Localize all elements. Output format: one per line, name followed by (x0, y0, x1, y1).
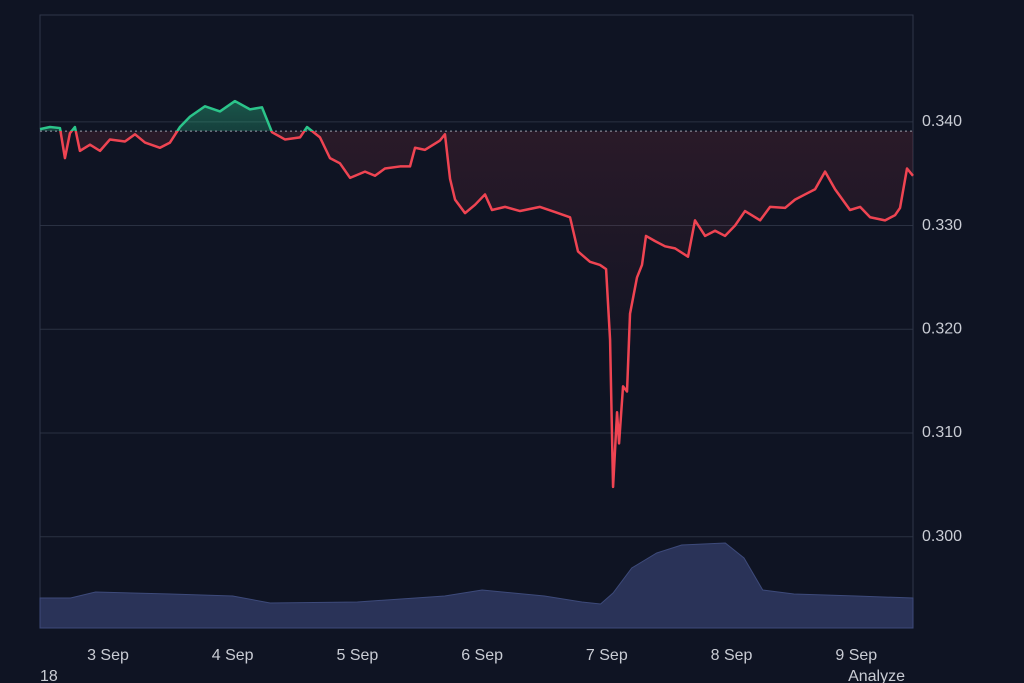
price-line (39, 99, 914, 489)
plot-frame (39, 14, 914, 628)
y-tick-label: 0.320 (922, 320, 962, 337)
x-tick-label: 8 Sep (711, 647, 753, 664)
volume-area (39, 542, 914, 629)
y-tick-label: 0.330 (922, 217, 962, 234)
y-tick-label: 0.310 (922, 424, 962, 441)
x-tick-label: 7 Sep (586, 647, 628, 664)
footer-right: Analyze (848, 668, 905, 683)
x-tick-label: 9 Sep (835, 647, 877, 664)
footer-left: 18 (40, 668, 58, 683)
y-tick-label: 0.340 (922, 113, 962, 130)
x-tick-label: 4 Sep (212, 647, 254, 664)
x-tick-label: 5 Sep (336, 647, 378, 664)
y-tick-label: 0.300 (922, 528, 962, 545)
x-tick-label: 3 Sep (87, 647, 129, 664)
price-area (40, 101, 913, 487)
x-tick-label: 6 Sep (461, 647, 503, 664)
